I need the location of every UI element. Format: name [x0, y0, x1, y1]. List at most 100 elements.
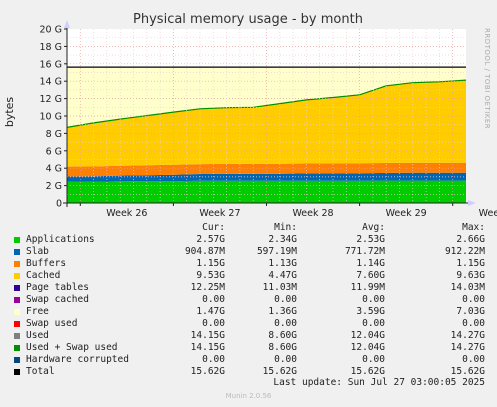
max-value: 14.03M	[450, 282, 485, 293]
cur-value: 1.15G	[196, 258, 225, 269]
max-value: 14.27G	[450, 342, 485, 353]
cur-value: 1.47G	[196, 306, 225, 317]
avg-value: 771.72M	[344, 246, 385, 257]
legend-name: Cached	[26, 270, 61, 281]
area-free	[67, 66, 466, 128]
min-value: 8.60G	[268, 342, 297, 353]
avg-value: 11.99M	[350, 282, 385, 293]
avg-value: 2.53G	[356, 234, 385, 245]
avg-value: 12.04G	[350, 342, 385, 353]
min-value: 1.36G	[268, 306, 297, 317]
legend-row-buffers: Buffers 1.15G 1.13G 1.14G 1.15G	[0, 258, 497, 270]
y-axis-arrow	[64, 20, 70, 28]
area-slab	[67, 172, 466, 182]
swatch-used	[14, 333, 20, 339]
legend-name: Buffers	[26, 258, 67, 269]
max-value: 9.63G	[456, 270, 485, 281]
legend: Cur: Min: Avg: Max: Applications 2.57G 2.3…	[0, 222, 497, 378]
x-tick-label: Week 29	[386, 208, 427, 219]
swatch-swap-used	[14, 321, 20, 327]
max-value: 0.00	[462, 318, 485, 329]
y-tick-label: 6 G	[46, 146, 62, 157]
max-value: 0.00	[462, 294, 485, 305]
max-value: 2.66G	[456, 234, 485, 245]
line-used	[66, 79, 467, 128]
min-value: 2.34G	[268, 234, 297, 245]
avg-value: 12.04G	[350, 330, 385, 341]
legend-name: Total	[26, 366, 55, 377]
max-value: 14.27G	[450, 330, 485, 341]
avg-value: 3.59G	[356, 306, 385, 317]
legend-name: Free	[26, 306, 49, 317]
y-axis-label: bytes	[3, 97, 16, 128]
swatch-applications	[14, 237, 20, 243]
y-axis-ticks: 0 2 G 4 G 6 G 8 G 10 G 12 G 14 G 16 G 18 G 20 G	[40, 25, 67, 210]
munin-version: Munin 2.0.56	[225, 392, 272, 400]
legend-name: Swap cached	[26, 294, 89, 305]
min-value: 4.47G	[268, 270, 297, 281]
y-tick-label: 2 G	[46, 181, 62, 192]
avg-value: 0.00	[362, 354, 385, 365]
header-avg: Avg:	[362, 222, 385, 233]
max-value: 1.15G	[456, 258, 485, 269]
header-cur: Cur:	[202, 222, 225, 233]
header-max: Max:	[462, 222, 485, 233]
y-tick-label: 10 G	[40, 112, 62, 123]
chart-title: Physical memory usage - by month	[133, 12, 363, 27]
y-tick-label: 0	[56, 199, 62, 210]
y-tick-label: 16 G	[40, 59, 62, 70]
min-value: 0.00	[274, 354, 297, 365]
swatch-hardware-corrupted	[14, 357, 20, 363]
cur-value: 14.15G	[190, 342, 225, 353]
area-cached	[67, 80, 466, 167]
y-tick-label: 14 G	[40, 77, 62, 88]
min-value: 8.60G	[268, 330, 297, 341]
legend-row-swap-used: Swap used 0.00 0.00 0.00 0.00	[0, 318, 497, 330]
y-tick-label: 4 G	[46, 164, 62, 175]
x-axis-arrow	[468, 200, 476, 206]
y-tick-label: 8 G	[46, 129, 62, 140]
min-value: 0.00	[274, 318, 297, 329]
legend-name: Swap used	[26, 318, 78, 329]
swatch-used-swap-used	[14, 345, 20, 351]
legend-row-applications: Applications 2.57G 2.34G 2.53G 2.66G	[0, 234, 497, 246]
x-tick-label: Week 28	[292, 208, 333, 219]
y-tick-label: 12 G	[40, 94, 62, 105]
avg-value: 7.60G	[356, 270, 385, 281]
header-min: Min:	[274, 222, 297, 233]
legend-name: Slab	[26, 246, 49, 257]
swatch-total	[14, 369, 20, 375]
legend-row-page-tables: Page tables 12.25M 11.03M 11.99M 14.03M	[0, 282, 497, 294]
cur-value: 904.87M	[184, 246, 225, 257]
legend-name: Page tables	[26, 282, 89, 293]
min-value: 597.19M	[256, 246, 297, 257]
legend-header: Cur: Min: Avg: Max:	[0, 222, 497, 234]
legend-row-total: Total 15.62G 15.62G 15.62G 15.62G	[0, 366, 497, 378]
swatch-cached	[14, 273, 20, 279]
avg-value: 0.00	[362, 318, 385, 329]
legend-row-used: Used 14.15G 8.60G 12.04G 14.27G	[0, 330, 497, 342]
cur-value: 0.00	[202, 354, 225, 365]
max-value: 0.00	[462, 354, 485, 365]
min-value: 0.00	[274, 294, 297, 305]
swatch-buffers	[14, 261, 20, 267]
avg-value: 0.00	[362, 294, 385, 305]
legend-row-free: Free 1.47G 1.36G 3.59G 7.03G	[0, 306, 497, 318]
max-value: 912.22M	[444, 246, 485, 257]
cur-value: 9.53G	[196, 270, 225, 281]
legend-name: Applications	[26, 234, 95, 245]
x-tick-label: Week 27	[199, 208, 240, 219]
min-value: 11.03M	[262, 282, 297, 293]
legend-row-slab: Slab 904.87M 597.19M 771.72M 912.22M	[0, 246, 497, 258]
legend-row-swap-cached: Swap cached 0.00 0.00 0.00 0.00	[0, 294, 497, 306]
cur-value: 15.62G	[190, 366, 225, 377]
grid	[67, 29, 466, 203]
legend-name: Hardware corrupted	[26, 354, 129, 365]
last-update: Last update: Sun Jul 27 03:00:05 2025	[273, 377, 485, 388]
cur-value: 14.15G	[190, 330, 225, 341]
x-tick-label: Week 30	[479, 208, 497, 219]
min-value: 1.13G	[268, 258, 297, 269]
cur-value: 0.00	[202, 294, 225, 305]
swatch-free	[14, 309, 20, 315]
stacked-areas	[66, 66, 467, 203]
